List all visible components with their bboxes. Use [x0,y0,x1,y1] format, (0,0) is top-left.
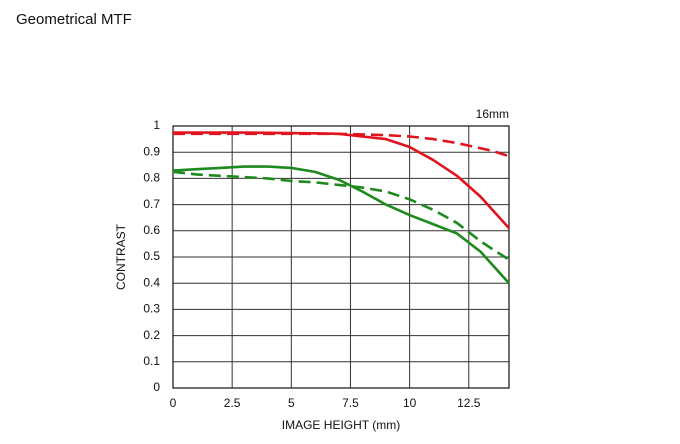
x-tick-label: 12.5 [457,396,481,410]
x-tick-label: 2.5 [224,396,241,410]
x-tick-label: 5 [288,396,295,410]
y-tick-label: 0.1 [143,354,160,368]
y-tick-label: 0.7 [143,197,160,211]
y-tick-label: 0.2 [143,328,160,342]
annotation: 16mm [476,107,509,121]
y-tick-label: 0.9 [143,144,160,158]
x-tick-label: 10 [403,396,417,410]
x-tick-label: 0 [170,396,177,410]
x-axis-label: IMAGE HEIGHT (mm) [282,418,400,432]
mtf-curve [173,131,510,230]
y-tick-label: 0.4 [143,275,160,289]
y-tick-label: 0.8 [143,171,160,185]
y-tick-label: 0.6 [143,223,160,237]
y-tick-label: 0 [153,380,160,394]
y-axis-label: CONTRAST [114,223,128,290]
chart-title: Geometrical MTF [16,11,132,28]
mtf-curve [172,170,510,261]
y-tick-label: 1 [153,118,160,132]
y-tick-label: 0.5 [143,249,160,263]
mtf-curve [173,132,510,158]
mtf-curve [172,165,510,285]
plot-frame [172,125,510,389]
x-tick-label: 7.5 [342,396,359,410]
y-tick-label: 0.3 [143,302,160,316]
